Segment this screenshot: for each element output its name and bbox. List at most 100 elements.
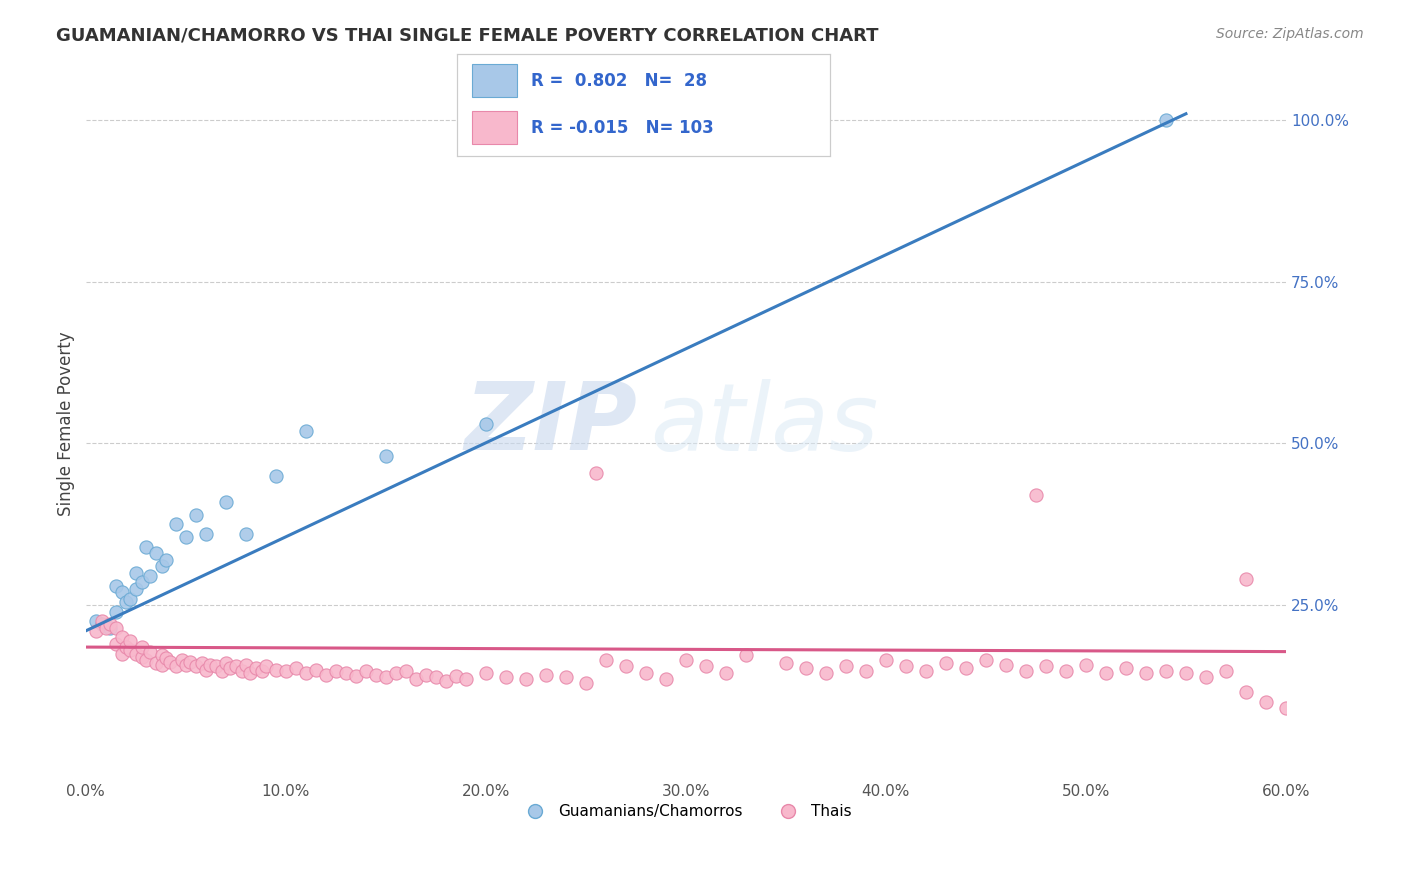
Point [214,657,236,671]
Point [614,659,637,673]
Point [211,664,233,678]
Point [835,659,858,673]
Point [1115,661,1137,675]
Point [98,621,121,635]
Point [1254,695,1277,709]
Point [434,674,457,689]
Point [90,617,112,632]
Point [714,665,737,680]
Point [264,468,287,483]
Point [118,591,141,606]
Point [575,675,598,690]
Point [425,670,447,684]
Point [675,653,697,667]
Point [104,579,127,593]
Text: R =  0.802   N=  28: R = 0.802 N= 28 [531,72,707,90]
Point [1054,664,1077,678]
FancyBboxPatch shape [472,64,516,96]
Text: Source: ZipAtlas.com: Source: ZipAtlas.com [1216,27,1364,41]
Point [1135,665,1157,680]
Point [254,659,277,673]
Point [118,633,141,648]
Point [194,527,217,541]
Point [734,648,756,663]
Point [655,673,678,687]
Point [474,665,496,680]
Point [174,530,197,544]
Point [695,659,717,673]
Point [994,657,1017,672]
Point [474,417,496,431]
Point [894,659,917,673]
FancyBboxPatch shape [472,111,516,144]
Point [294,424,316,438]
Point [855,664,877,678]
Point [454,673,477,687]
Point [935,657,957,671]
Point [634,665,657,680]
Text: atlas: atlas [650,378,877,469]
Point [225,659,247,673]
Point [190,657,212,671]
Point [235,657,257,672]
Point [104,605,127,619]
Point [1095,665,1118,680]
Point [595,653,617,667]
Y-axis label: Single Female Poverty: Single Female Poverty [58,332,75,516]
Point [155,553,177,567]
Point [914,664,936,678]
Point [94,619,117,633]
Point [114,640,136,654]
Point [1234,685,1257,699]
Text: GUAMANIAN/CHAMORRO VS THAI SINGLE FEMALE POVERTY CORRELATION CHART: GUAMANIAN/CHAMORRO VS THAI SINGLE FEMALE… [56,27,879,45]
Point [94,621,117,635]
Point [165,659,187,673]
Point [165,517,187,532]
Point [284,661,307,675]
Point [1015,664,1038,678]
Point [84,614,107,628]
Point [150,657,173,672]
Point [775,657,797,671]
Point [395,664,418,678]
Point [294,665,316,680]
Point [554,670,576,684]
Point [114,595,136,609]
Point [250,664,273,678]
Point [405,673,427,687]
Point [131,575,153,590]
Point [135,653,157,667]
Point [534,668,557,682]
Point [585,466,607,480]
Point [145,657,167,671]
Point [98,617,121,632]
Point [1154,664,1177,678]
Point [1174,665,1197,680]
Point [1154,113,1177,128]
Point [194,663,217,677]
Point [179,655,201,669]
Point [124,582,146,596]
Point [90,614,112,628]
Point [384,665,406,680]
Point [135,540,157,554]
Point [214,494,236,508]
Point [235,527,257,541]
Point [415,668,437,682]
Point [131,640,153,654]
Point [1025,488,1047,502]
Point [239,665,262,680]
Point [495,670,517,684]
Point [974,653,997,667]
Point [354,664,377,678]
Point [245,661,267,675]
Legend: Guamanians/Chamorros, Thais: Guamanians/Chamorros, Thais [513,798,858,825]
Point [515,673,537,687]
Point [204,659,226,673]
Point [794,661,817,675]
Point [184,508,207,522]
Point [1035,659,1057,673]
Point [1234,572,1257,586]
Point [264,663,287,677]
Point [110,647,132,661]
